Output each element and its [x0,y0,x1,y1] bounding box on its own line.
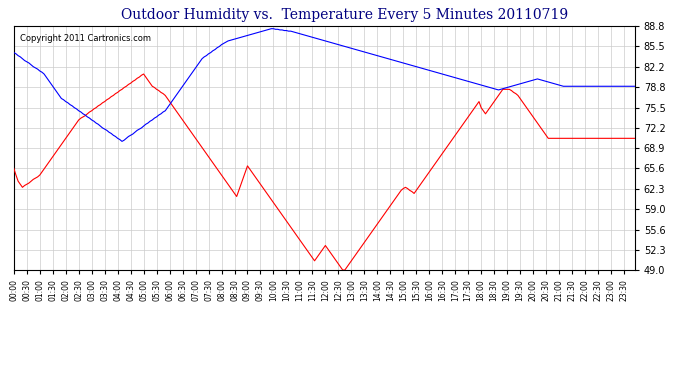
Text: Outdoor Humidity vs.  Temperature Every 5 Minutes 20110719: Outdoor Humidity vs. Temperature Every 5… [121,8,569,21]
Text: Copyright 2011 Cartronics.com: Copyright 2011 Cartronics.com [20,34,151,43]
